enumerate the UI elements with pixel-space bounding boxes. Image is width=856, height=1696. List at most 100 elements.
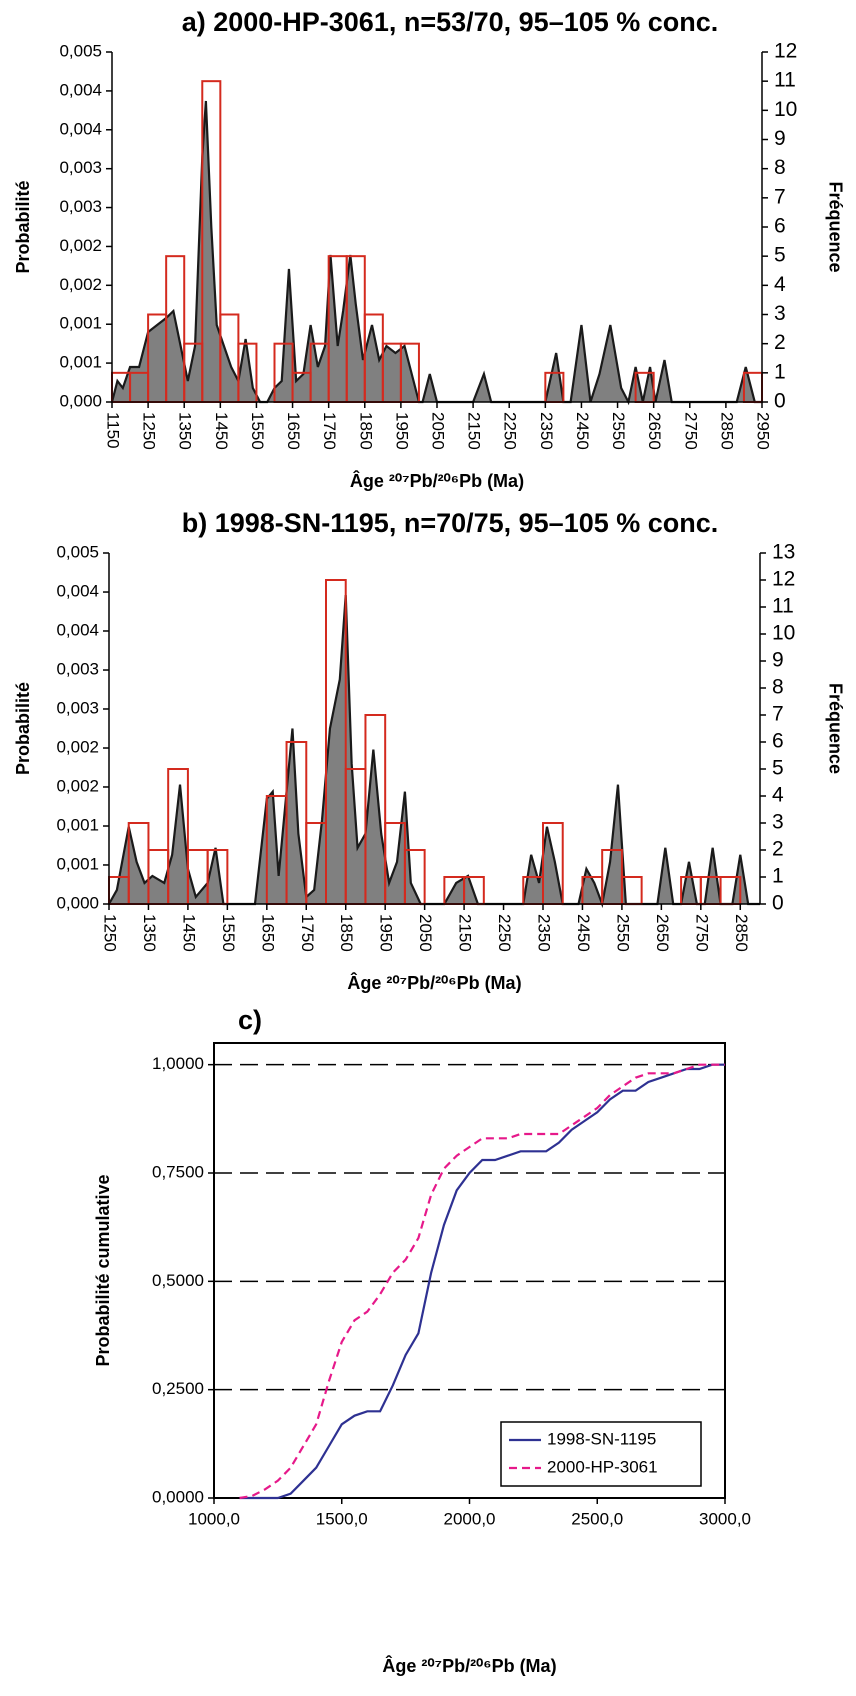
y-tick-label: 0,002	[56, 738, 99, 757]
x-tick-label: 2850	[732, 914, 751, 952]
chart-title: b) 1998-SN-1195, n=70/75, 95–105 % conc.	[182, 508, 719, 538]
x-tick-label: 1650	[284, 412, 303, 450]
x-tick-label: 1950	[377, 914, 396, 952]
y2-tick-label: 1	[774, 360, 786, 383]
y-axis-title: Probabilité cumulative	[93, 1174, 113, 1366]
y-tick-label: 1,0000	[152, 1054, 204, 1073]
x-tick-label: 2050	[416, 914, 435, 952]
y-tick-label: 0,003	[56, 660, 99, 679]
x-tick-label: 1650	[258, 914, 277, 952]
y-axis-title: Probabilité	[13, 180, 33, 273]
y2-tick-label: 11	[774, 69, 796, 92]
y-tick-label: 0,2500	[152, 1379, 204, 1398]
y-tick-label: 0,000	[56, 893, 99, 912]
y2-tick-label: 10	[772, 622, 795, 645]
y2-axis-title: Fréquence	[825, 181, 845, 272]
y2-tick-label: 0	[772, 892, 784, 915]
x-tick-label: 2500,0	[571, 1509, 623, 1528]
legend-label: 1998-SN-1195	[547, 1429, 656, 1448]
x-axis-title: Âge ²⁰⁷Pb/²⁰⁶Pb (Ma)	[350, 470, 524, 491]
y-tick-label: 0,002	[59, 275, 102, 294]
y2-tick-label: 9	[772, 649, 784, 672]
x-tick-label: 2450	[573, 412, 592, 450]
y-tick-label: 0,002	[56, 776, 99, 795]
y-tick-label: 0,001	[59, 353, 102, 372]
y-tick-label: 0,000	[59, 391, 102, 410]
y2-tick-label: 10	[774, 98, 797, 121]
x-tick-label: 1850	[356, 412, 375, 450]
y-axis-title: Probabilité	[13, 682, 33, 775]
y-tick-label: 0,004	[59, 119, 102, 138]
x-tick-label: 1750	[298, 914, 317, 952]
probability-curve	[110, 100, 762, 406]
x-tick-label: 2250	[495, 914, 514, 952]
x-tick-label: 2000,0	[444, 1509, 496, 1528]
x-tick-label: 2950	[754, 412, 773, 450]
x-tick-label: 2250	[501, 412, 520, 450]
x-tick-label: 2450	[574, 914, 593, 952]
y-tick-label: 0,7500	[152, 1162, 204, 1181]
y2-tick-label: 13	[772, 541, 795, 564]
y2-tick-label: 2	[772, 838, 784, 861]
y-tick-label: 0,004	[56, 620, 99, 639]
y-tick-label: 0,005	[56, 542, 99, 561]
x-tick-label: 1250	[140, 412, 159, 450]
y2-tick-label: 7	[774, 185, 786, 208]
y-tick-label: 0,003	[56, 698, 99, 717]
y-tick-label: 0,003	[59, 158, 102, 177]
y-tick-label: 0,005	[59, 41, 102, 60]
y2-tick-label: 9	[774, 127, 786, 150]
x-tick-label: 1550	[248, 412, 267, 450]
x-tick-label: 1450	[179, 914, 198, 952]
x-axis-title: Âge ²⁰⁷Pb/²⁰⁶Pb (Ma)	[382, 1655, 556, 1676]
x-tick-label: 1750	[320, 412, 339, 450]
cumulative-line	[239, 1063, 725, 1500]
y-tick-label: 0,0000	[152, 1487, 204, 1506]
y-tick-label: 0,001	[56, 854, 99, 873]
y-tick-label: 0,003	[59, 197, 102, 216]
x-axis-title: Âge ²⁰⁷Pb/²⁰⁶Pb (Ma)	[347, 972, 521, 993]
x-tick-label: 2350	[537, 412, 556, 450]
y2-tick-label: 7	[772, 703, 784, 726]
x-tick-label: 1500,0	[316, 1509, 368, 1528]
x-tick-label: 2150	[456, 914, 475, 952]
chart-title: a) 2000-HP-3061, n=53/70, 95–105 % conc.	[182, 7, 719, 37]
y-tick-label: 0,004	[56, 582, 99, 601]
x-tick-label: 1550	[219, 914, 238, 952]
y2-tick-label: 6	[774, 215, 786, 238]
y2-tick-label: 6	[772, 730, 784, 753]
y2-tick-label: 4	[774, 273, 786, 296]
x-tick-label: 2850	[717, 412, 736, 450]
y2-tick-label: 4	[772, 784, 784, 807]
x-tick-label: 1350	[140, 914, 159, 952]
x-tick-label: 2650	[645, 412, 664, 450]
y2-tick-label: 3	[772, 811, 784, 834]
y2-tick-label: 12	[772, 568, 795, 591]
x-tick-label: 1000,0	[188, 1509, 240, 1528]
x-tick-label: 1950	[392, 412, 411, 450]
y-tick-label: 0,004	[59, 80, 102, 99]
x-tick-label: 2350	[535, 914, 554, 952]
y2-tick-label: 8	[774, 156, 786, 179]
y-tick-label: 0,001	[56, 815, 99, 834]
y-tick-label: 0,002	[59, 236, 102, 255]
x-tick-label: 2550	[613, 914, 632, 952]
chart-title: c)	[238, 1005, 262, 1035]
x-tick-label: 3000,0	[699, 1509, 751, 1528]
y-tick-label: 0,5000	[152, 1271, 204, 1290]
x-tick-label: 2650	[653, 914, 672, 952]
legend-box	[500, 1421, 702, 1487]
y2-tick-label: 8	[772, 676, 784, 699]
y2-tick-label: 12	[774, 40, 797, 63]
x-tick-label: 1350	[176, 412, 195, 450]
y2-tick-label: 2	[774, 331, 786, 354]
x-tick-label: 2750	[692, 914, 711, 952]
y2-axis-title: Fréquence	[825, 683, 845, 774]
x-tick-label: 2150	[465, 412, 484, 450]
legend-label: 2000-HP-3061	[547, 1457, 658, 1476]
y-tick-label: 0,001	[59, 314, 102, 333]
x-tick-label: 1250	[101, 914, 120, 952]
x-tick-label: 2550	[609, 412, 628, 450]
y2-tick-label: 5	[772, 757, 784, 780]
